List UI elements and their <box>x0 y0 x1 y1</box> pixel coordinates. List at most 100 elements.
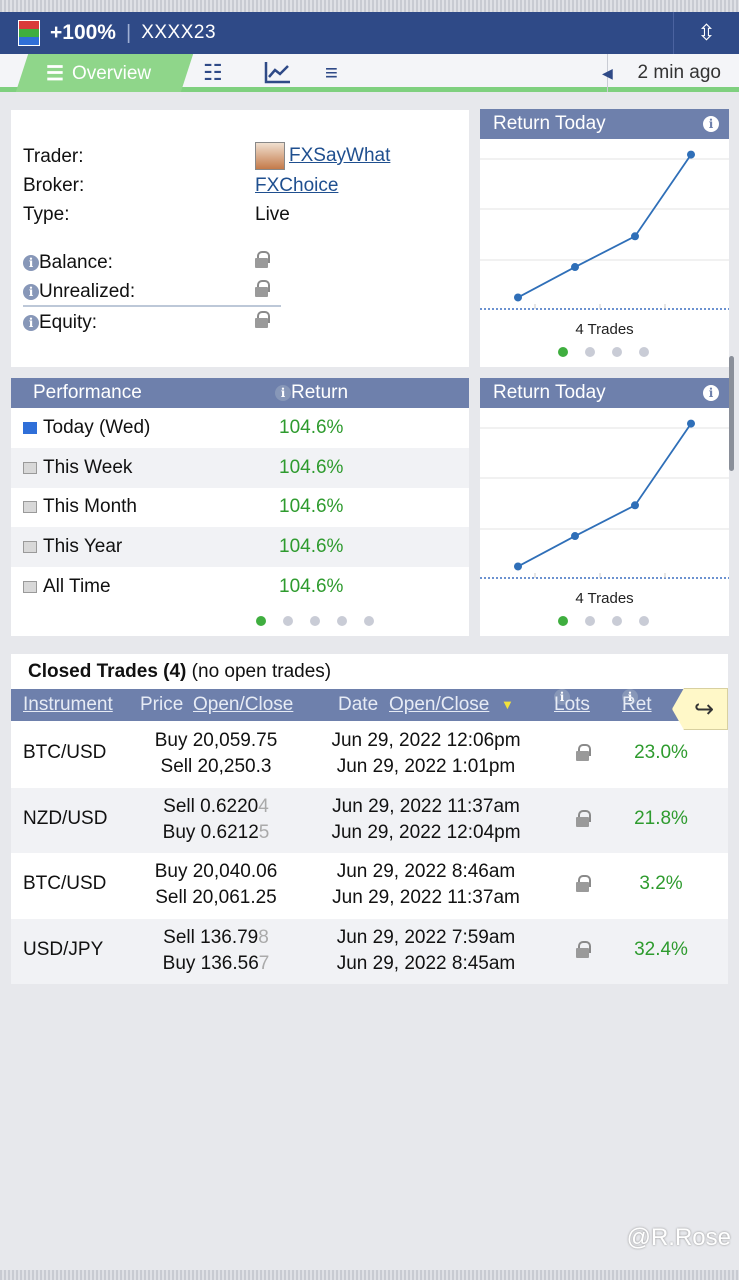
price-open: Buy 20,040.06 <box>154 861 278 882</box>
price-open-line: Buy 20,059.75 <box>131 728 301 754</box>
chart-header: Return Today i <box>480 109 729 139</box>
date-open: Jun 29, 2022 12:06pm <box>331 730 521 751</box>
info-icon[interactable]: i <box>703 385 719 401</box>
lock-icon <box>255 311 270 328</box>
performance-row[interactable]: This Month 104.6% <box>11 487 469 527</box>
data-point <box>687 150 695 159</box>
sort-desc-icon[interactable]: ▼ <box>501 697 514 712</box>
instrument: NZD/USD <box>23 807 108 829</box>
instrument: USD/JPY <box>23 938 104 960</box>
carousel-dot[interactable] <box>585 616 595 626</box>
expand-collapse-icon: ⇳ <box>697 20 716 45</box>
carousel-dot[interactable] <box>337 616 347 626</box>
trade-row[interactable]: BTC/USD Buy 20,040.06 Sell 20,061.25 Jun 29… <box>11 853 728 918</box>
carousel-dot[interactable] <box>310 616 320 626</box>
carousel-dots <box>558 616 649 626</box>
data-point <box>631 232 639 241</box>
gain-value: +100% <box>50 21 116 44</box>
col-date-open-close[interactable]: Open/Close <box>389 694 490 715</box>
price-cell: Buy 20,059.75 Sell 20,250.3 <box>131 728 301 780</box>
info-icon[interactable]: i <box>23 255 39 271</box>
col-return[interactable]: Ret <box>622 694 652 715</box>
performance-row[interactable]: Today (Wed) 104.6% <box>11 408 469 448</box>
price-close: Sell 20,061.25 <box>155 887 277 908</box>
period-return: 104.6% <box>279 417 344 438</box>
price-open: Sell 136.79 <box>163 926 259 948</box>
performance-row[interactable]: This Week 104.6% <box>11 447 469 488</box>
trades-count-label: 4 Trades <box>575 590 634 607</box>
list-icon[interactable]: ☷ <box>203 60 223 85</box>
return-today-card-1: Return Today i 4 Trades <box>480 109 729 367</box>
trader-avatar[interactable] <box>255 142 285 170</box>
carousel-dot[interactable] <box>558 616 568 626</box>
col-price-open-close[interactable]: Open/Close <box>193 694 294 715</box>
balance-row: i Balance: <box>23 252 113 274</box>
chevron-left-icon[interactable]: ◀ <box>602 64 613 81</box>
carousel-dot[interactable] <box>639 616 649 626</box>
carousel-dot[interactable] <box>558 347 568 357</box>
col-lots[interactable]: Lots <box>554 694 590 715</box>
info-icon[interactable]: i <box>23 315 39 331</box>
divider <box>23 305 281 307</box>
date-cell: Jun 29, 2022 7:59am Jun 29, 2022 8:45am <box>311 925 541 977</box>
price-close: Buy 0.6212 <box>162 821 259 843</box>
info-icon[interactable]: i <box>622 689 638 705</box>
instrument: BTC/USD <box>23 742 107 763</box>
app-bar: +100% | XXXX23 ⇳ <box>0 12 739 54</box>
lock-icon <box>255 280 270 297</box>
broker-link[interactable]: FXChoice <box>255 175 339 196</box>
col-price: Price <box>140 694 184 715</box>
calendar-icon <box>23 501 37 514</box>
carousel-dot[interactable] <box>256 616 266 626</box>
period-label: Today (Wed) <box>43 417 151 438</box>
last-updated-text: 2 min ago <box>637 62 721 83</box>
info-icon[interactable]: i <box>703 116 719 132</box>
date-open: Jun 29, 2022 7:59am <box>336 926 516 948</box>
menu-icon[interactable]: ≡ <box>325 60 338 85</box>
performance-row[interactable]: This Year 104.6% <box>11 527 469 568</box>
trade-row[interactable]: USD/JPY Sell 136.798 Buy 136.567 Jun 29, 20… <box>11 918 728 984</box>
trade-row[interactable]: BTC/USD Buy 20,059.75 Sell 20,250.3 Jun 29,… <box>11 722 728 787</box>
account-name: XXXX23 <box>141 22 217 43</box>
info-icon[interactable]: i <box>554 689 570 705</box>
price-open-line: Sell 0.62204 <box>131 794 301 820</box>
chart-line-icon[interactable] <box>264 60 292 90</box>
performance-row[interactable]: All Time 104.6% <box>11 567 469 607</box>
trader-link[interactable]: FXSayWhat <box>289 145 391 167</box>
performance-header: Performance i Return <box>11 378 469 408</box>
lock-icon <box>576 875 591 892</box>
price-close: Buy 136.56 <box>162 952 259 974</box>
expand-collapse-button[interactable]: ⇳ <box>673 12 739 54</box>
info-icon[interactable]: i <box>23 284 39 300</box>
overview-icon: ☰ <box>46 63 64 85</box>
info-icon[interactable]: i <box>275 385 291 401</box>
unrealized-label: Unrealized: <box>39 281 136 302</box>
carousel-dot[interactable] <box>639 347 649 357</box>
carousel-dot[interactable] <box>612 347 622 357</box>
share-button[interactable]: ↪ <box>672 688 728 730</box>
return-header: i Return <box>275 378 348 408</box>
trade-return: 3.2% <box>639 873 683 894</box>
col-instrument[interactable]: Instrument <box>23 694 113 715</box>
price-close-line: Sell 20,250.3 <box>131 754 301 780</box>
calendar-icon <box>23 580 37 593</box>
carousel-dot[interactable] <box>283 616 293 626</box>
carousel-dot[interactable] <box>364 616 374 626</box>
chart-title: Return Today <box>493 113 606 134</box>
calendar-icon <box>23 461 37 474</box>
tab-overview-label-wrap[interactable]: ☰ Overview <box>46 61 151 86</box>
price-cell: Buy 20,040.06 Sell 20,061.25 <box>131 859 301 911</box>
data-point <box>571 263 579 272</box>
trades-count-label: 4 Trades <box>575 321 634 338</box>
top-stripes <box>0 0 739 12</box>
lock-icon <box>255 251 270 268</box>
trade-row[interactable]: NZD/USD Sell 0.62204 Buy 0.62125 Jun 29, 20… <box>11 787 728 853</box>
carousel-dot[interactable] <box>612 616 622 626</box>
tab-bar: ☰ Overview ☷ ≡ ◀ 2 min ago <box>0 54 739 92</box>
period-label: This Week <box>43 456 133 478</box>
series-line <box>517 154 692 299</box>
carousel-dot[interactable] <box>585 347 595 357</box>
date-cell: Jun 29, 2022 12:06pm Jun 29, 2022 1:01pm <box>311 728 541 780</box>
price-open-faded: 8 <box>258 926 269 948</box>
scrollbar[interactable] <box>729 356 734 471</box>
